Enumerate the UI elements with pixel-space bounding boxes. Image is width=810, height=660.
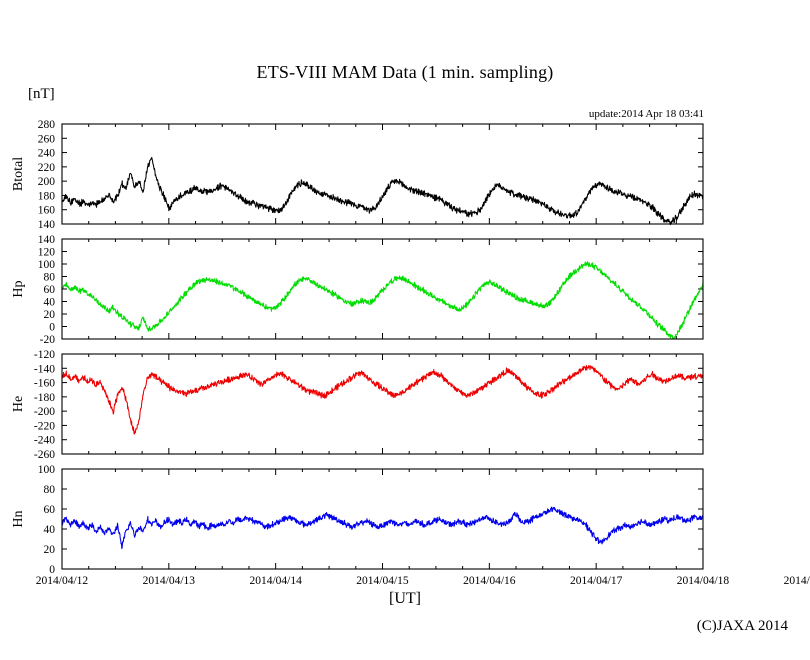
panel-background-he (62, 354, 703, 454)
y-tick-label: -120 (34, 349, 55, 361)
panel-btotal: 140 160 180 200 220 240 260 280 Btotal (11, 119, 704, 231)
x-axis-tick-labels: 2014/04/12 2014/04/13 2014/04/14 2014/04/15… (36, 575, 810, 587)
y-tick-label: 220 (38, 162, 56, 174)
y-tick-label: 60 (44, 504, 56, 516)
y-axis-name-hn: Hn (11, 510, 26, 527)
y-tick-label: 240 (38, 148, 56, 160)
panel-frame-btotal (61, 123, 704, 225)
panel-frame-he (61, 353, 704, 455)
y-tick-label: 100 (38, 259, 56, 271)
y-tick-label: 40 (44, 524, 56, 536)
y-tick-label: 100 (38, 464, 56, 476)
y-tick-label: 20 (44, 544, 56, 556)
y-tick-label: 120 (38, 247, 56, 259)
y-tick-label: -200 (34, 406, 55, 418)
y-unit-label: [nT] (28, 86, 55, 102)
y-tick-label: -160 (34, 378, 55, 390)
y-tick-label: -180 (34, 392, 55, 404)
y-tick-label: 0 (49, 564, 55, 576)
copyright-notice: (C)JAXA 2014 (696, 618, 788, 634)
series-line-btotal (61, 156, 704, 226)
y-axis-name-he: He (11, 396, 26, 412)
x-tick-label: 2014/04/18 (677, 575, 730, 587)
y-tick-label: -240 (34, 435, 55, 447)
y-tick-label: 0 (49, 322, 55, 334)
y-tick-label: 40 (44, 297, 56, 309)
y-tick-label: 60 (44, 284, 56, 296)
y-tick-label: 200 (38, 176, 56, 188)
y-tick-label: 80 (44, 484, 56, 496)
y-axis-name-hp: Hp (11, 280, 26, 297)
y-tick-label: 160 (38, 205, 56, 217)
y-tick-label: 20 (44, 309, 56, 321)
x-tick-label: 2014/04/15 (356, 575, 409, 587)
x-axis-label: [UT] (389, 590, 421, 607)
panel-frame-hn (61, 468, 704, 570)
y-tick-label: 180 (38, 190, 56, 202)
y-tick-label: 280 (38, 119, 56, 131)
y-tick-label: -140 (34, 363, 55, 375)
y-tick-label: -20 (40, 334, 56, 346)
x-tick-label: 2014/04/12 (36, 575, 89, 587)
y-tick-label: 80 (44, 272, 56, 284)
x-tick-label: 2014/04/19 (784, 575, 810, 587)
series-line-hp (61, 261, 704, 340)
update-timestamp: update:2014 Apr 18 03:41 (588, 108, 704, 120)
x-tick-label: 2014/04/16 (463, 575, 516, 587)
y-tick-label: 140 (38, 219, 56, 231)
panel-he: -260 -240 -220 -200 -180 -160 -140 -120 He (11, 349, 704, 461)
y-tick-label: -260 (34, 449, 55, 461)
x-tick-label: 2014/04/13 (143, 575, 196, 587)
series-line-hn (61, 506, 704, 550)
panel-background-btotal (62, 124, 703, 224)
y-tick-label: 260 (38, 133, 56, 145)
x-tick-label: 2014/04/17 (570, 575, 623, 587)
series-line-he (61, 364, 704, 435)
x-tick-label: 2014/04/14 (249, 575, 302, 587)
panel-hn: 0 20 40 60 80 100 Hn (11, 464, 704, 576)
y-tick-label: -220 (34, 420, 55, 432)
y-axis-name-btotal: Btotal (11, 157, 26, 191)
y-tick-label: 140 (38, 234, 56, 246)
chart-title: ETS-VIII MAM Data (1 min. sampling) (256, 62, 554, 82)
panel-background-hn (62, 469, 703, 569)
panel-frame-hp (61, 238, 704, 340)
